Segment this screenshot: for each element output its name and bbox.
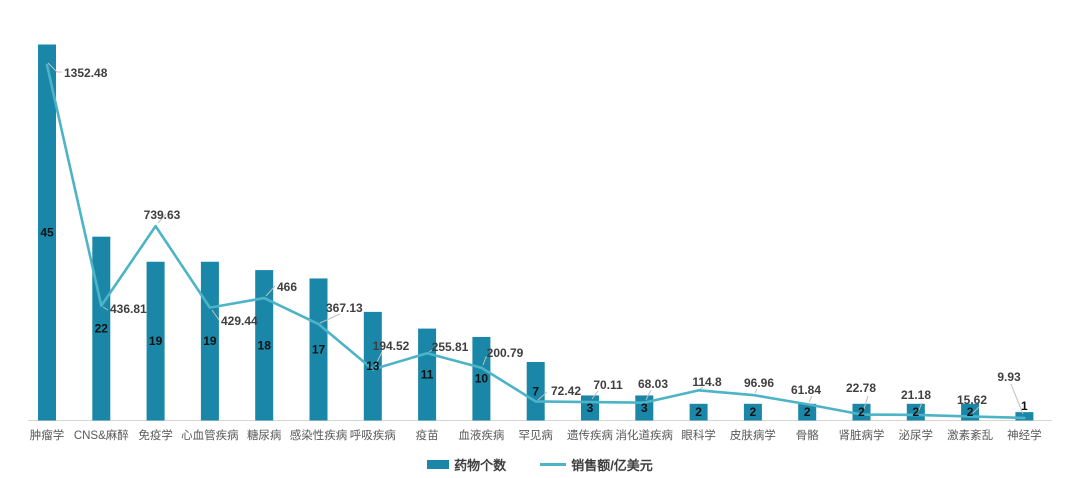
bar-value-label-8: 10 [475,372,489,386]
category-label-9: 罕见病 [518,428,553,442]
bar-value-label-6: 13 [366,359,380,373]
category-label-17: 激素紊乱 [947,428,993,442]
bar-value-label-15: 2 [858,405,865,419]
legend-item-drug-count: 药物个数 [427,455,506,474]
sales-line-series [45,63,1026,420]
line-value-label-6: 194.52 [373,339,410,353]
category-label-10: 遗传疾病 [567,428,613,442]
leader-line-15 [862,395,869,413]
leader-line-14 [808,395,813,403]
bar-value-label-5: 17 [312,342,326,356]
bar-7 [418,328,437,421]
category-label-3: 心血管疾病 [181,428,239,442]
chart-legend: 药物个数 销售额/亿美元 [0,453,1080,475]
line-value-label-14: 61.84 [791,383,821,397]
bar-series-swatch-icon [427,459,450,469]
category-label-16: 泌尿学 [899,428,934,442]
bar-value-label-3: 19 [203,334,217,348]
leader-line-2 [157,213,167,224]
bar-2 [146,261,165,421]
leader-line-18 [1010,383,1024,415]
category-label-8: 血液疾病 [458,428,504,442]
leader-line-17 [972,406,980,414]
bar-value-label-14: 2 [804,405,811,419]
bar-9 [526,362,545,421]
bar-12 [689,403,708,421]
leader-line-16 [917,402,923,413]
category-label-2: 免疫学 [138,428,173,442]
bar-15 [852,403,871,421]
bar-14 [798,403,817,421]
line-value-label-12: 114.8 [692,375,722,389]
bar-value-label-7: 11 [421,368,434,382]
bar-value-label-0: 45 [40,226,54,240]
category-label-4: 糖尿病 [247,428,282,442]
line-value-label-7: 255.81 [432,340,469,354]
leader-line-7 [428,348,435,353]
bar-value-label-11: 3 [641,401,648,415]
category-label-7: 疫苗 [416,428,439,442]
line-value-label-8: 200.79 [487,346,524,360]
bar-4 [255,270,274,421]
leader-line-5 [319,313,341,324]
leader-line-11 [645,389,652,401]
legend-label-sales: 销售额/亿美元 [571,457,653,473]
line-series-swatch-icon [540,462,567,466]
leader-line-10 [591,390,599,400]
bar-value-label-17: 2 [967,405,974,419]
legend-label-drug-count: 药物个数 [454,457,507,473]
line-value-label-17: 15.62 [957,393,987,407]
bar-value-label-13: 2 [750,405,757,419]
bar-value-label-1: 22 [95,322,109,336]
category-label-6: 呼吸疾病 [350,428,396,442]
category-label-12: 眼科学 [681,428,716,442]
leader-line-6 [374,351,383,367]
leader-line-9 [537,391,548,401]
line-value-label-5: 367.13 [326,301,363,315]
line-value-label-10: 70.11 [593,378,623,392]
category-label-11: 消化道疾病 [616,428,674,442]
line-value-label-4: 466 [277,280,297,294]
bar-value-label-12: 2 [695,405,702,419]
line-value-label-16: 21.18 [901,388,931,402]
bar-value-label-2: 19 [149,334,163,348]
line-value-label-13: 96.96 [744,376,774,390]
bar-0 [38,44,56,421]
category-label-0: 肿瘤学 [30,428,65,442]
bar-5 [309,278,328,421]
bar-6 [363,311,382,421]
category-label-13: 皮肤病学 [730,428,776,442]
line-value-label-9: 72.42 [551,384,581,398]
category-label-14: 骨骼 [796,428,819,442]
category-label-1: CNS&麻醉 [74,428,129,442]
bar-value-label-4: 18 [258,338,272,352]
bar-value-label-10: 3 [587,401,594,415]
bar-value-label-9: 7 [532,384,539,398]
line-value-label-2: 739.63 [144,208,181,222]
bar-value-label-18: 1 [1021,399,1028,413]
leader-line-8 [482,355,491,366]
leader-line-12 [699,386,704,390]
line-value-label-0: 1352.48 [64,66,108,80]
leader-line-0 [47,62,62,73]
line-value-label-11: 68.03 [638,377,668,391]
line-value-label-3: 429.44 [221,314,258,328]
line-value-label-18: 9.93 [997,370,1021,384]
bar-18 [1015,412,1034,421]
leader-line-4 [265,285,276,297]
bar-value-label-16: 2 [912,405,919,419]
leader-line-3 [211,309,220,321]
bar-13 [743,403,762,421]
category-label-18: 神经学 [1007,428,1042,442]
line-value-label-15: 22.78 [846,381,876,395]
category-label-5: 感染性疾病 [290,428,348,442]
category-label-15: 肾脏病学 [839,428,885,442]
leader-line-1 [102,306,109,311]
legend-item-sales: 销售额/亿美元 [540,455,653,474]
line-value-label-1: 436.81 [110,302,147,316]
leader-line-13 [754,388,758,394]
